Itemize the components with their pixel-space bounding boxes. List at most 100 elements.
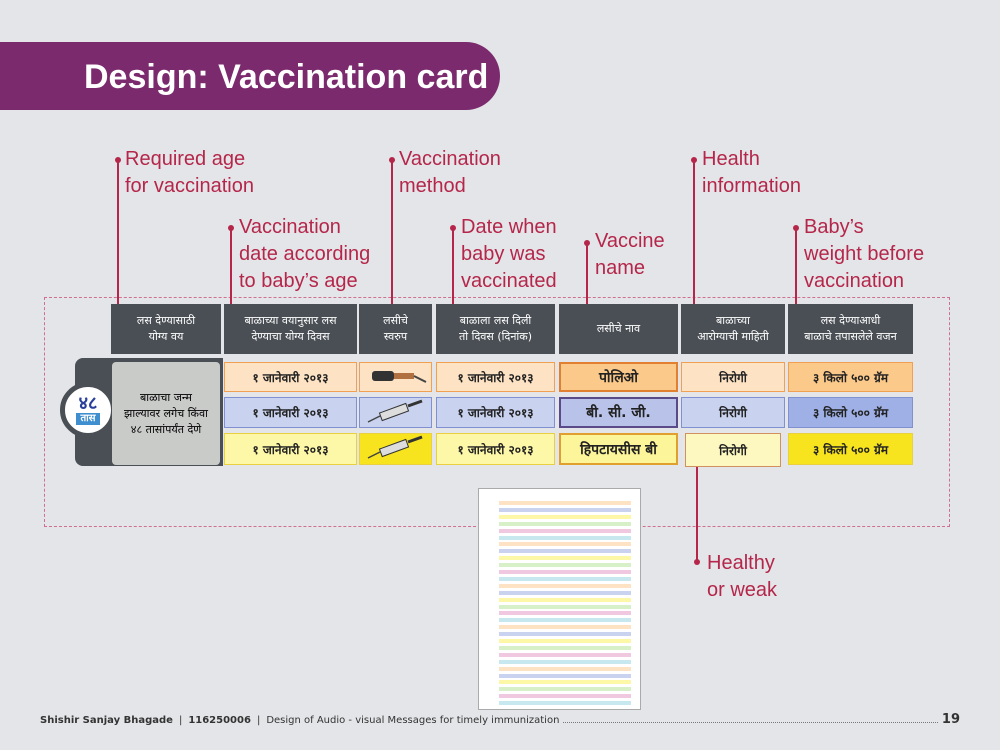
dropper	[372, 371, 427, 383]
header-text: बाळाला लस दिली	[459, 314, 532, 327]
card-cell: पोलिओ	[559, 362, 678, 392]
card-cell: ३ किलो ५०० ग्रॅम	[788, 433, 913, 465]
badge-number: ४८	[78, 393, 98, 414]
thumb-row	[499, 652, 631, 658]
annotation-text: Vaccine	[595, 230, 665, 252]
thumb-row	[499, 549, 631, 555]
thumb-row	[499, 694, 631, 700]
annotation: Vaccination method	[399, 146, 501, 200]
annotation: Baby’s weight before vaccination	[804, 214, 924, 295]
age-text: बाळाचा जन्म	[140, 390, 192, 404]
badge-unit: तास	[76, 413, 100, 425]
thumb-row	[499, 701, 631, 707]
header-text: लस देण्याआधी	[820, 314, 881, 327]
annotation-text: vaccination	[804, 270, 905, 292]
annotation-dot	[228, 225, 234, 231]
card-cell: निरोगी	[681, 397, 785, 428]
card-cell: १ जानेवारी २०१३	[224, 397, 357, 428]
card-cell: १ जानेवारी २०१३	[224, 433, 357, 465]
header-text: लसीचे नाव	[596, 322, 641, 335]
thumb-row	[499, 563, 631, 569]
annotation-text: Required age	[125, 148, 246, 170]
annotation-text: Vaccination	[399, 148, 501, 170]
annotation-text: Date when	[461, 216, 557, 238]
annotation-text: weight before	[804, 243, 925, 265]
thumb-row	[499, 556, 631, 562]
annotation-dot	[450, 225, 456, 231]
thumb-row	[499, 528, 631, 534]
annotation-dot	[691, 157, 697, 163]
thumb-row	[499, 645, 631, 651]
age-text: ४८ तासांपर्यंत देणे	[130, 422, 202, 436]
method-icon	[359, 362, 432, 392]
thumb-row	[499, 639, 631, 644]
annotation-text: name	[595, 257, 646, 279]
header-text: स्वरुप	[383, 330, 408, 343]
annotation-line	[795, 228, 797, 315]
footer-author: Shishir Sanjay Bhagade	[40, 715, 173, 726]
column-header: बाळाच्या आरोग्याची माहिती	[681, 304, 785, 354]
annotation: Vaccine name	[595, 228, 665, 282]
annotation-line	[696, 462, 698, 562]
annotation-text: or weak	[707, 579, 778, 601]
annotation: Vaccination date according to baby’s age	[239, 214, 370, 295]
annotation: Healthy or weak	[707, 550, 777, 604]
annotation: Required age for vaccination	[125, 146, 254, 200]
thumb-row	[499, 507, 631, 513]
syringe	[367, 435, 423, 459]
annotation: Health information	[702, 146, 801, 200]
header-text: तो दिवस (दिनांक)	[458, 330, 533, 343]
card-cell: हिपटायसीस बी	[559, 433, 678, 465]
card-cell: १ जानेवारी २०१३	[436, 397, 555, 428]
annotation-text: Baby’s	[804, 216, 864, 238]
annotation-dot	[389, 157, 395, 163]
header-text: बाळाचे तपासलेले वजन	[804, 330, 897, 343]
thumb-row	[499, 521, 631, 527]
header-text: बाळाच्या वयानुसार लस	[244, 314, 337, 327]
thumb-row	[499, 680, 631, 686]
card-cell: बी. सी. जी.	[559, 397, 678, 428]
annotation-dot	[584, 240, 590, 246]
annotation-line	[693, 160, 695, 315]
header-text: योग्य वय	[148, 330, 184, 343]
thumb-row	[499, 611, 631, 617]
thumb-row	[499, 514, 631, 520]
age-cell: बाळाचा जन्म झाल्यावर लगेच किंवा ४८ तासांपर…	[112, 362, 220, 465]
method-icon	[359, 397, 432, 428]
age-text: झाल्यावर लगेच किंवा	[124, 406, 208, 420]
column-header: लस देण्याआधी बाळाचे तपासलेले वजन	[788, 304, 913, 354]
annotation-text: baby was	[461, 243, 546, 265]
annotation-dot	[694, 559, 700, 565]
footer-page: 19	[941, 712, 960, 727]
annotation-text: for vaccination	[125, 175, 254, 197]
annotation-dot	[115, 157, 121, 163]
annotation-line	[117, 160, 119, 315]
footer: Shishir Sanjay Bhagade | 116250006 | Desig…	[40, 712, 960, 727]
thumb-row	[499, 604, 631, 610]
thumb-row	[499, 583, 631, 589]
header-text: आरोग्याची माहिती	[697, 330, 769, 343]
thumb-row	[499, 659, 631, 665]
annotation-line	[230, 228, 232, 315]
footer-id: 116250006	[188, 715, 251, 726]
thumb-row	[499, 501, 631, 506]
thumb-row	[499, 687, 631, 693]
annotation-line	[452, 228, 454, 315]
annotation-text: method	[399, 175, 466, 197]
card-cell: ३ किलो ५०० ग्रॅम	[788, 397, 913, 428]
badge: ४८ तास	[60, 382, 116, 438]
syringe	[367, 399, 423, 423]
thumb-row	[499, 597, 631, 603]
annotation-text: Healthy	[707, 552, 775, 574]
annotation-text: Health	[702, 148, 760, 170]
column-header: बाळाला लस दिली तो दिवस (दिनांक)	[436, 304, 555, 354]
card-cell: निरोगी	[685, 433, 781, 467]
card-cell: निरोगी	[681, 362, 785, 392]
thumb-row	[499, 542, 631, 548]
card-cell: १ जानेवारी २०१३	[224, 362, 357, 392]
annotation-text: date according	[239, 243, 371, 265]
thumb-row	[499, 576, 631, 582]
title-bar	[0, 42, 500, 110]
card-cell: १ जानेवारी २०१३	[436, 433, 555, 465]
thumb-row	[499, 570, 631, 575]
